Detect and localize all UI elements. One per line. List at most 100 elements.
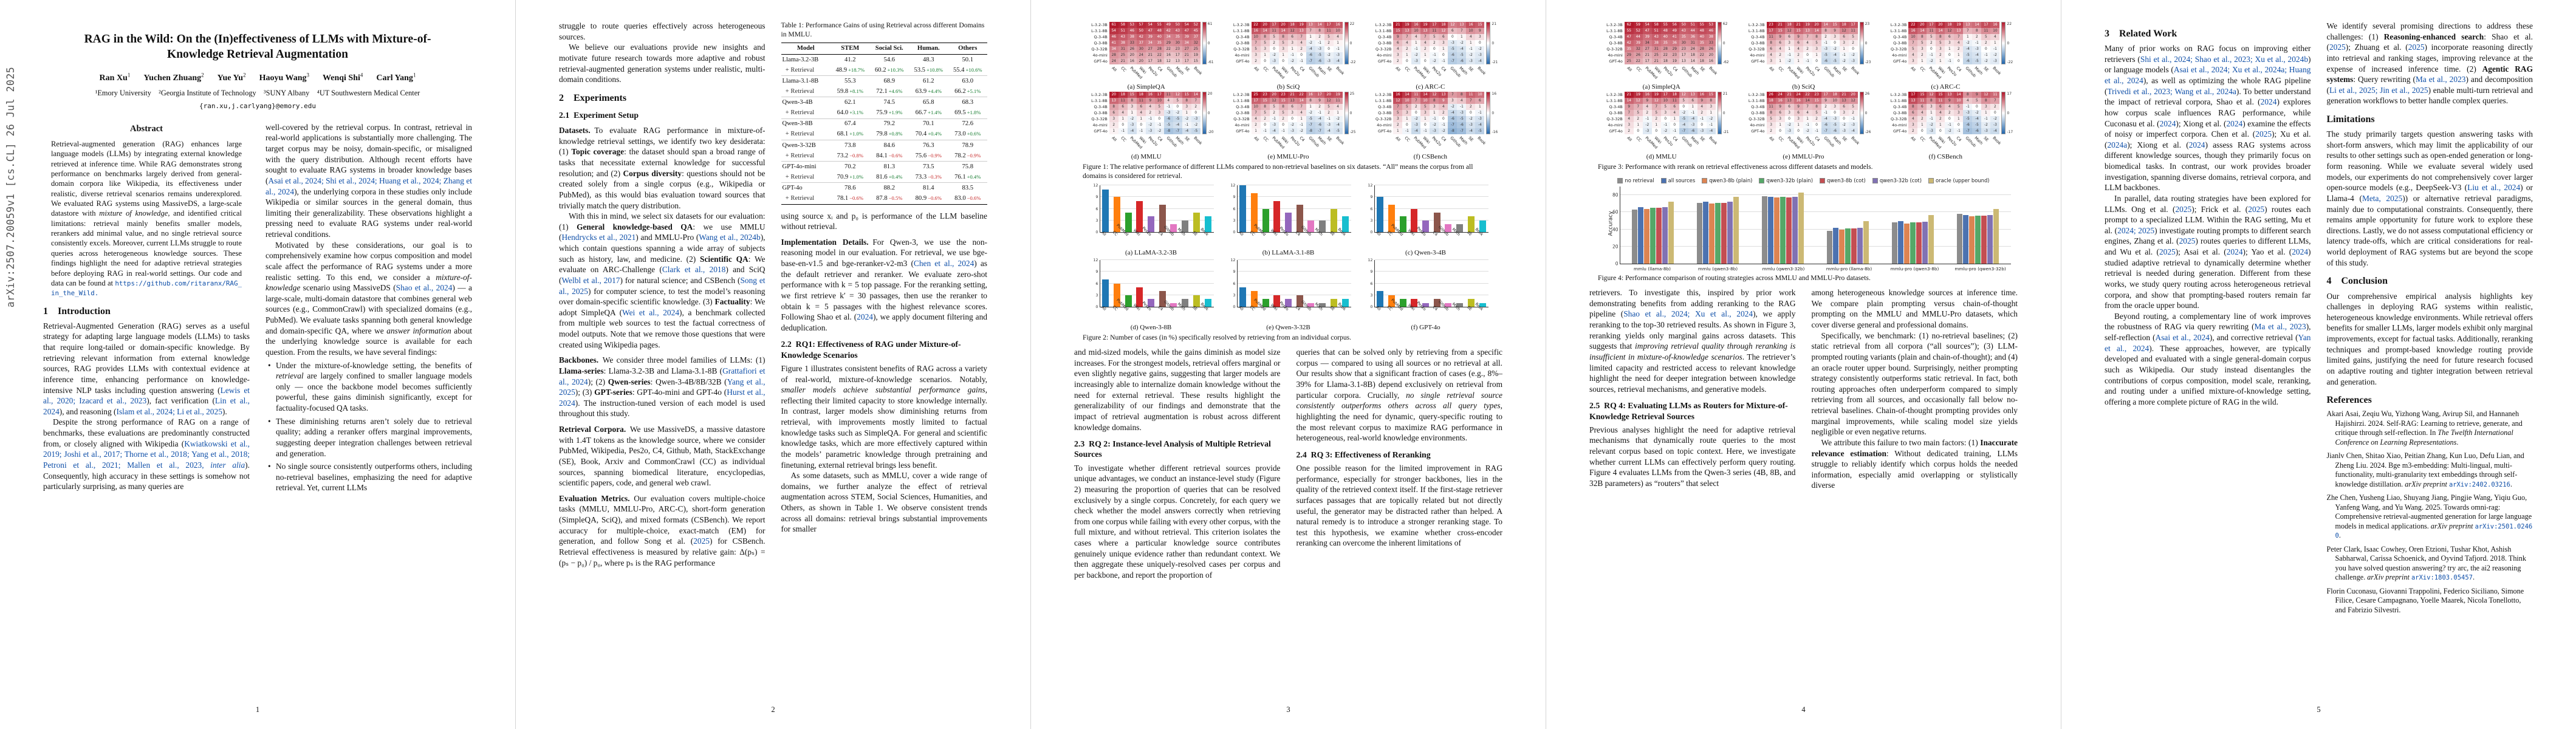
heatmap-col-label-text: All xyxy=(1767,135,1775,143)
heatmap-cell: 62 xyxy=(1624,22,1634,28)
citation: 2024 xyxy=(2188,140,2205,149)
heatmap-cell: 3 xyxy=(1154,110,1164,116)
heatmap-cell: 2 xyxy=(1393,58,1403,64)
heatmap-cell: 3 xyxy=(1766,58,1776,64)
heatmap-cell: 39 xyxy=(1642,34,1652,40)
bar xyxy=(1422,303,1430,307)
citation: 2025 xyxy=(2179,236,2196,246)
x-label: PubMed xyxy=(1253,224,1269,248)
heatmap-row-label: Q-3-4B xyxy=(1378,104,1392,109)
heatmap-cell: -2 xyxy=(1706,116,1716,122)
citation: Song et al., 2025 xyxy=(559,275,766,296)
author-name: Wenqi Shi4 xyxy=(323,72,363,83)
arxiv-link[interactable]: arXiv:2501.02460 xyxy=(2335,522,2533,540)
authors-line: Ran Xu1 Yuchen Zhuang2 Yue Yu2 Haoyu Wang3 W… xyxy=(43,72,472,84)
heatmap-cell: -1 xyxy=(1945,122,1954,128)
heatmap-cell: 40 xyxy=(1154,34,1164,40)
bar xyxy=(1341,299,1349,307)
arxiv-link[interactable]: arXiv:2402.03216 xyxy=(2448,481,2510,488)
citation: Lewis et al., 2020; Izacard et al., 2023 xyxy=(43,385,250,406)
heatmap-col-label-text: CC xyxy=(1120,66,1128,73)
x-label: Math xyxy=(1451,227,1463,248)
heatmap-cell: 19 xyxy=(1333,92,1343,98)
x-label: CC xyxy=(1249,230,1257,248)
y-tick-label: 3 xyxy=(1095,292,1098,298)
heatmap-cell: -6 xyxy=(1688,128,1697,134)
heatmap-row-label: Q-3-8B xyxy=(1609,41,1623,46)
y-tick-label: 3 xyxy=(1370,292,1373,298)
heatmap-cell: 0 xyxy=(1936,128,1945,134)
heatmap-cell: 13 xyxy=(1945,92,1954,98)
heatmap-cell: 13 xyxy=(1297,28,1306,34)
heatmap-cell: -3 xyxy=(1821,46,1831,52)
heatmap-cell: 11 xyxy=(1670,98,1679,104)
heatmap-cell: -7 xyxy=(1679,128,1688,134)
hyperlink[interactable]: https://github.com/ritaranx/RAG_in_the_W… xyxy=(51,279,242,298)
citation: Lin et al., 2024 xyxy=(43,396,250,416)
bar xyxy=(1456,224,1464,233)
value-cell: 75.6 −0.9% xyxy=(915,152,942,159)
reference-entry: Zhe Chen, Yusheng Liao, Shuyang Jiang, P… xyxy=(2326,493,2533,540)
heatmap-cell: 6 xyxy=(1118,104,1128,110)
heatmap-cell: 15 xyxy=(1260,98,1270,104)
heatmap-cell: 7 xyxy=(1448,92,1458,98)
heatmap-cell: 8 xyxy=(1927,98,1936,104)
colorbar: 17 0 -17 xyxy=(2001,92,2013,134)
page-2: struggle to route queries effectively ac… xyxy=(515,0,1030,729)
heatmap-cell: 16 xyxy=(1990,22,2000,28)
colorbar-ticks: 16 0 -16 xyxy=(1492,92,1498,134)
heatmap-cell: 7 xyxy=(1251,110,1261,116)
heatmap-cell: 59 xyxy=(1633,22,1643,28)
value-cell: 73.5 xyxy=(909,161,948,173)
heatmap-cell: 17 xyxy=(1660,92,1670,98)
heatmap-col-label: Github xyxy=(1821,134,1835,152)
colorbar-ticks: 21 0 -21 xyxy=(1723,92,1729,134)
heatmap-cell: 0 xyxy=(1660,116,1670,122)
x-labels: All CC PubMed Wiki Pes2o C4 Github Math SE Book xyxy=(1374,224,1488,248)
delta-value: −0.6% xyxy=(967,195,981,202)
value-cell: 54.6 xyxy=(883,56,896,63)
arxiv-link[interactable]: arXiv:1803.05457 xyxy=(2411,574,2473,582)
heatmap-cell: -4 xyxy=(1466,128,1476,134)
heatmap-cell: 0 xyxy=(1420,58,1430,64)
heatmap-cell: -1 xyxy=(1670,128,1679,134)
heatmap-cell: 34 xyxy=(1145,40,1155,46)
heatmap-cell: 28 xyxy=(1660,46,1670,52)
heatmap-cell: 1 xyxy=(1775,58,1785,64)
heatmap-cell: 1 xyxy=(1306,104,1315,110)
y-tick-label: 80 xyxy=(1612,192,1619,198)
heatmap-col-label-text: Book xyxy=(1476,66,1487,76)
heatmap-panel: L-3.2-3B 20 18 15 18 16 17 11 12 15 14 L-3.1-8B 13 11… xyxy=(1079,92,1214,160)
heatmap-col-label-text: C4 xyxy=(1813,135,1821,143)
heatmap-col-label: Wiki xyxy=(1137,134,1147,152)
heatmap-col-label: SE xyxy=(1324,64,1334,83)
heatmap-cell: 38 xyxy=(1127,34,1137,40)
x-label: C4 xyxy=(1295,230,1303,248)
heatmap-cell: 2 xyxy=(1324,40,1334,46)
heatmap-cell: -1 xyxy=(1269,116,1279,122)
email-line[interactable]: {ran.xu,j.carlyang}@emory.edu xyxy=(199,101,317,110)
heatmap-cell: -8 xyxy=(1448,128,1458,134)
heatmap-cell: 9 xyxy=(1775,34,1785,40)
heatmap-cell: 39 xyxy=(1145,34,1155,40)
x-label: Math xyxy=(1177,227,1188,248)
colorbar-tick: 0 xyxy=(1865,41,1868,46)
table-row: GPT-4o-mini 70.2 81.3 73.5 75.8 xyxy=(781,161,987,173)
heatmap-cell: 10 xyxy=(1251,34,1261,40)
bullet-item: • Under the mixture-of-knowledge setting,… xyxy=(268,360,472,414)
citation: Yan et al., 2024 xyxy=(2105,333,2311,353)
heatmap-cell: 18 xyxy=(1670,92,1679,98)
heatmap-cell: 3 xyxy=(1287,110,1297,116)
value-cell: 70.1 xyxy=(909,118,948,129)
x-label: Wiki xyxy=(1407,228,1417,248)
heatmap-col-label: PubMed xyxy=(1785,134,1801,152)
citation: Shao et al., 2024; Xu et al., 2024 xyxy=(1623,309,1753,319)
heatmap-cell: 20 xyxy=(1848,92,1858,98)
heatmap-col-label: All xyxy=(1908,64,1917,83)
legend-item: qwen3-8b (plain) xyxy=(1702,177,1752,183)
heatmap-cell: 4 xyxy=(1297,110,1306,116)
heatmap-cell: 18 xyxy=(1830,92,1840,98)
heatmap-cell: 1 xyxy=(1927,110,1936,116)
heatmap-cell: 18 xyxy=(1154,58,1164,64)
heatmap-cell: 4 xyxy=(1624,116,1634,122)
